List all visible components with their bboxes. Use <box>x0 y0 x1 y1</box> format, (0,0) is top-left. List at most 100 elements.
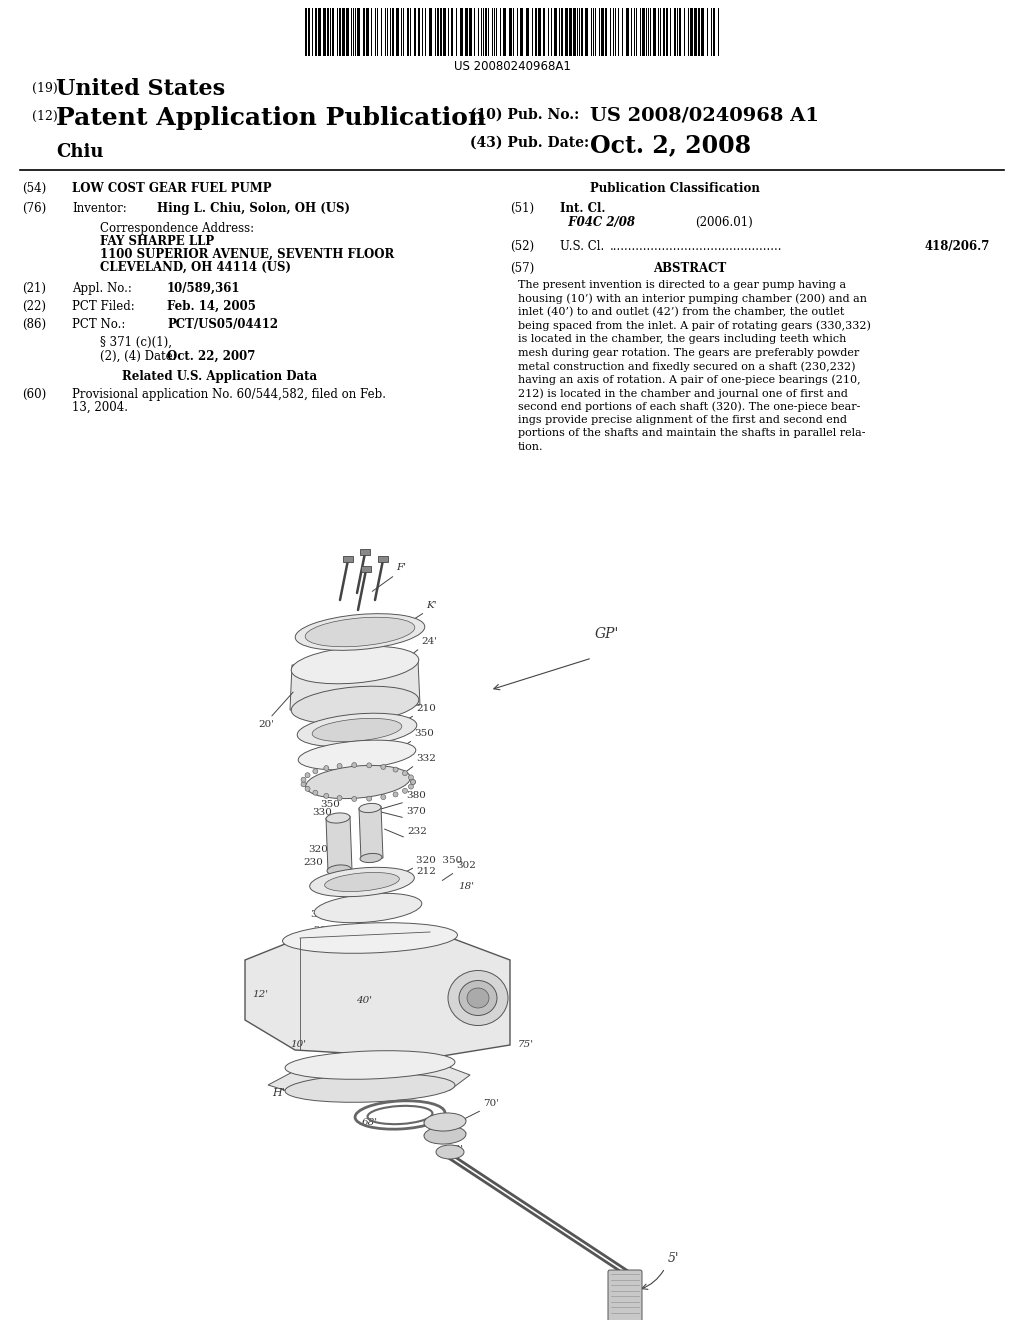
Circle shape <box>402 771 408 776</box>
Circle shape <box>411 780 416 784</box>
Bar <box>561 8 563 55</box>
Polygon shape <box>268 1060 470 1098</box>
Ellipse shape <box>305 618 415 647</box>
Ellipse shape <box>295 614 425 651</box>
Circle shape <box>305 787 310 791</box>
Circle shape <box>313 768 317 774</box>
Text: is located in the chamber, the gears including teeth which: is located in the chamber, the gears inc… <box>518 334 847 345</box>
Text: § 371 (c)(1),: § 371 (c)(1), <box>100 337 172 348</box>
Text: 230: 230 <box>303 858 323 867</box>
Bar <box>520 8 523 55</box>
Bar <box>362 8 365 55</box>
Text: 320: 320 <box>308 845 328 854</box>
Bar <box>535 8 537 55</box>
Bar <box>526 8 529 55</box>
Text: second end portions of each shaft (320). The one-piece bear-: second end portions of each shaft (320).… <box>518 401 860 412</box>
Text: Patent Application Publication: Patent Application Publication <box>56 106 486 129</box>
Circle shape <box>393 767 398 772</box>
Text: (2006.01): (2006.01) <box>695 216 753 228</box>
Text: GP': GP' <box>595 627 620 642</box>
Text: ings provide precise alignment of the first and second end: ings provide precise alignment of the fi… <box>518 414 847 425</box>
Text: US 2008/0240968 A1: US 2008/0240968 A1 <box>590 106 819 124</box>
Bar <box>396 8 399 55</box>
Text: 320  350: 320 350 <box>416 855 462 865</box>
Bar <box>392 8 394 55</box>
Text: Oct. 22, 2007: Oct. 22, 2007 <box>167 350 255 363</box>
Bar <box>437 8 439 55</box>
Text: (57): (57) <box>510 261 535 275</box>
Bar <box>327 8 329 55</box>
Ellipse shape <box>291 686 419 723</box>
Bar <box>305 8 307 55</box>
Text: (22): (22) <box>22 300 46 313</box>
Circle shape <box>337 796 342 800</box>
Text: (21): (21) <box>22 282 46 294</box>
Bar <box>674 8 676 55</box>
Polygon shape <box>290 660 420 710</box>
Bar <box>361 566 371 572</box>
Bar <box>360 549 370 554</box>
Ellipse shape <box>325 873 399 891</box>
Polygon shape <box>359 807 383 861</box>
Text: 13, 2004.: 13, 2004. <box>72 401 128 414</box>
Text: 12': 12' <box>252 990 268 999</box>
Text: being spaced from the inlet. A pair of rotating gears (330,332): being spaced from the inlet. A pair of r… <box>518 321 870 331</box>
Bar <box>440 8 442 55</box>
Text: CLEVELAND, OH 44114 (US): CLEVELAND, OH 44114 (US) <box>100 261 291 275</box>
Bar <box>653 8 656 55</box>
Text: 40': 40' <box>356 997 372 1005</box>
Bar <box>308 8 310 55</box>
Ellipse shape <box>312 718 401 742</box>
Bar <box>357 8 360 55</box>
Text: Related U.S. Application Data: Related U.S. Application Data <box>122 370 317 383</box>
Text: (86): (86) <box>22 318 46 331</box>
Bar <box>585 8 588 55</box>
Bar <box>414 8 416 55</box>
Bar <box>339 8 341 55</box>
Bar <box>573 8 575 55</box>
Text: Int. Cl.: Int. Cl. <box>560 202 605 215</box>
Circle shape <box>409 775 414 780</box>
Text: (2), (4) Date:: (2), (4) Date: <box>100 350 176 363</box>
Text: 330: 330 <box>312 808 332 817</box>
Ellipse shape <box>306 766 411 799</box>
Bar <box>366 8 369 55</box>
Bar <box>429 8 432 55</box>
Text: 10': 10' <box>290 1040 306 1049</box>
Ellipse shape <box>285 1073 455 1102</box>
Circle shape <box>301 781 306 787</box>
Ellipse shape <box>314 894 422 923</box>
Bar <box>605 8 607 55</box>
Text: PCT/US05/04412: PCT/US05/04412 <box>167 318 279 331</box>
Text: 232: 232 <box>407 828 427 836</box>
Circle shape <box>393 792 398 797</box>
Ellipse shape <box>449 970 508 1026</box>
Bar <box>626 8 629 55</box>
Ellipse shape <box>285 1051 455 1080</box>
Bar <box>469 8 472 55</box>
Text: United States: United States <box>56 78 225 100</box>
Text: 68': 68' <box>362 1118 378 1127</box>
Text: 370: 370 <box>406 807 426 816</box>
Ellipse shape <box>326 813 350 824</box>
Circle shape <box>367 763 372 768</box>
Ellipse shape <box>424 1113 466 1131</box>
Text: ..............................................: ........................................… <box>610 240 782 253</box>
Text: 212: 212 <box>416 867 436 876</box>
Circle shape <box>305 772 310 777</box>
Text: US 20080240968A1: US 20080240968A1 <box>454 59 570 73</box>
Bar <box>569 8 572 55</box>
Text: 24': 24' <box>421 638 437 645</box>
Text: K': K' <box>426 601 436 610</box>
Text: (43) Pub. Date:: (43) Pub. Date: <box>470 136 589 150</box>
Bar <box>443 8 446 55</box>
Circle shape <box>324 766 329 771</box>
Text: LOW COST GEAR FUEL PUMP: LOW COST GEAR FUEL PUMP <box>72 182 271 195</box>
Text: 20': 20' <box>258 719 274 729</box>
Bar <box>694 8 697 55</box>
Text: portions of the shafts and maintain the shafts in parallel rela-: portions of the shafts and maintain the … <box>518 429 865 438</box>
Text: 75': 75' <box>518 1040 535 1049</box>
Text: Feb. 14, 2005: Feb. 14, 2005 <box>167 300 256 313</box>
Text: 380: 380 <box>406 791 426 800</box>
Text: 332: 332 <box>416 754 436 763</box>
